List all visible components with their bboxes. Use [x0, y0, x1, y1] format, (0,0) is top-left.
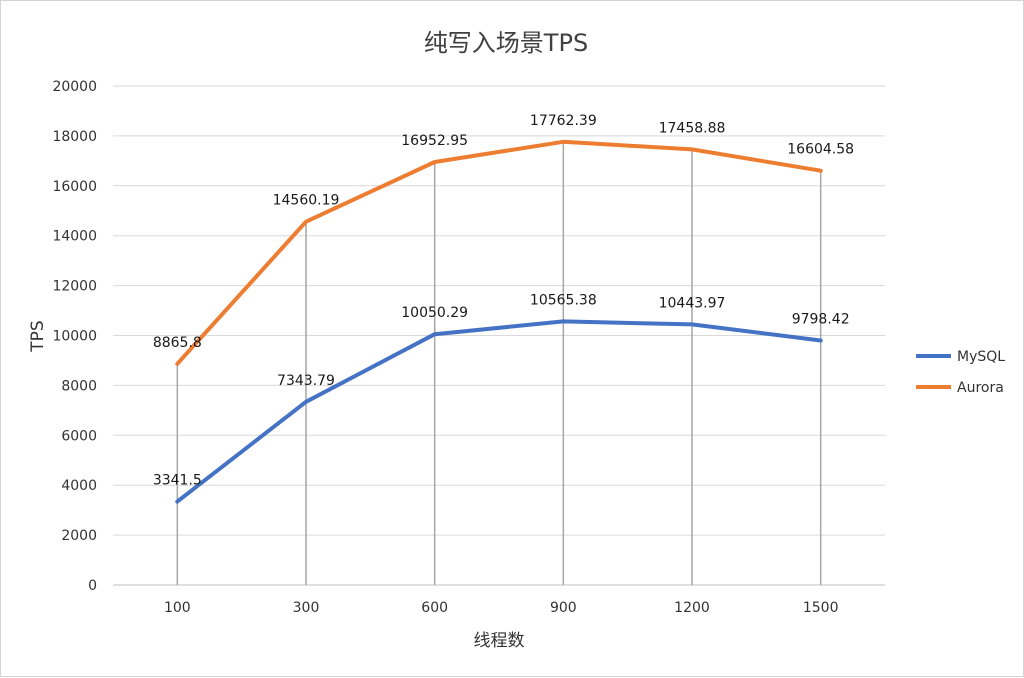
y-tick-label: 6000 — [61, 428, 97, 444]
data-label-aurora: 17762.39 — [530, 113, 597, 129]
chart-title: 纯写入场景TPS — [424, 29, 588, 57]
series-line-aurora — [175, 139, 823, 366]
data-label-mysql: 10443.97 — [659, 295, 726, 311]
x-tick-label: 300 — [293, 600, 320, 616]
y-tick-label: 20000 — [52, 79, 97, 95]
legend-label-aurora: Aurora — [957, 380, 1004, 396]
y-tick-label: 0 — [88, 578, 97, 594]
y-tick-label: 2000 — [61, 528, 97, 544]
x-tick-label: 100 — [164, 600, 191, 616]
y-tick-label: 4000 — [61, 478, 97, 494]
series-line-mysql — [175, 319, 823, 504]
y-tick-label: 8000 — [61, 378, 97, 394]
legend: MySQL Aurora — [916, 349, 1005, 396]
x-tick-label: 600 — [421, 600, 448, 616]
data-labels: 3341.5 7343.79 10050.29 10565.38 10443.97 979… — [153, 113, 854, 489]
y-tick-label: 10000 — [52, 329, 97, 345]
data-label-mysql: 7343.79 — [277, 373, 335, 389]
x-axis-title: 线程数 — [474, 631, 525, 651]
x-tick-label: 900 — [550, 600, 577, 616]
y-axis-ticks: 0 2000 4000 6000 8000 10000 12000 14000 16000 180… — [52, 79, 97, 594]
data-label-mysql: 10565.38 — [530, 292, 597, 308]
y-tick-label: 14000 — [52, 229, 97, 245]
gridlines — [113, 85, 885, 586]
x-tick-label: 1500 — [803, 600, 839, 616]
y-axis-title: TPS — [28, 320, 48, 352]
x-axis-ticks: 100 300 600 900 1200 1500 — [164, 600, 839, 616]
data-label-aurora: 17458.88 — [659, 120, 726, 136]
legend-label-mysql: MySQL — [957, 349, 1005, 365]
y-tick-label: 18000 — [52, 129, 97, 145]
data-label-mysql: 10050.29 — [401, 305, 468, 321]
y-tick-label: 12000 — [52, 279, 97, 295]
data-label-aurora: 16952.95 — [401, 133, 468, 149]
y-tick-label: 16000 — [52, 179, 97, 195]
data-label-mysql: 9798.42 — [792, 312, 850, 328]
x-tick-label: 1200 — [674, 600, 710, 616]
series-lines — [175, 139, 823, 504]
data-label-mysql: 3341.5 — [153, 473, 202, 489]
data-label-aurora: 8865.8 — [153, 335, 202, 351]
data-label-aurora: 16604.58 — [787, 142, 854, 158]
data-label-aurora: 14560.19 — [273, 193, 340, 209]
